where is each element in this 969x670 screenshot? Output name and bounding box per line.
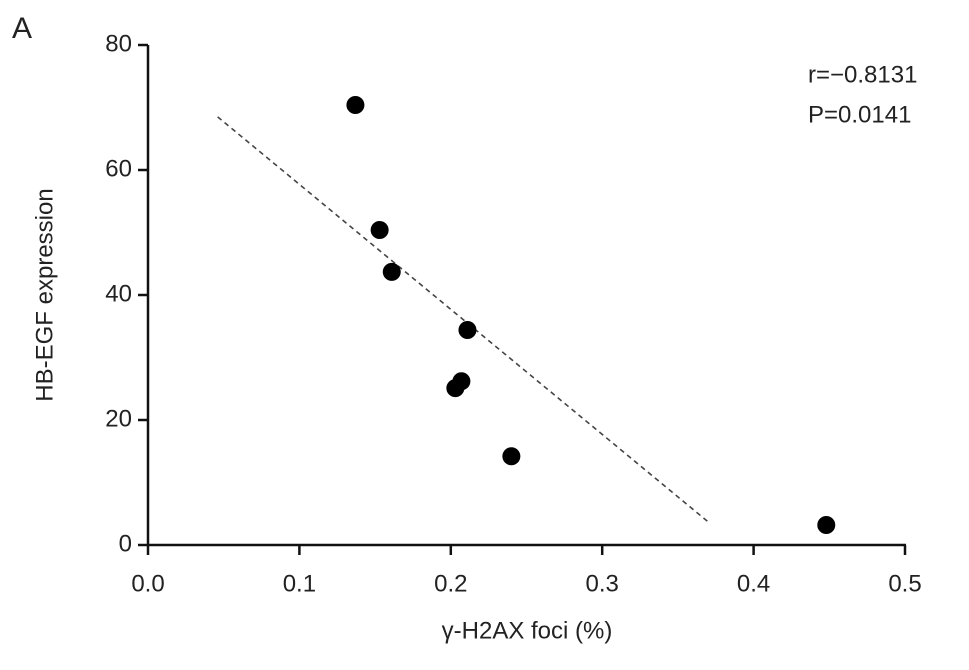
annotation: P=0.0141 [808,101,911,128]
point [817,516,836,534]
point [346,96,365,114]
y-tick-label: 80 [105,30,132,57]
point [502,447,521,466]
point [446,379,465,398]
y-axis-title: HB-EGF expression [31,188,58,401]
panel-label: A [12,12,32,45]
y-tick-label: 60 [105,155,132,182]
annotation: r=−0.8131 [808,61,917,88]
point [458,321,477,339]
x-tick-label: 0.1 [283,570,316,597]
y-tick-label: 20 [105,405,132,432]
y-tick-label: 40 [105,280,132,307]
trend-line [217,116,709,523]
x-axis-title: γ-H2AX foci (%) [442,617,613,644]
x-tick-label: 0.3 [586,570,619,597]
x-tick-label: 0.0 [131,570,164,597]
y-tick-label: 0 [119,530,132,557]
x-tick-label: 0.2 [434,570,467,597]
x-tick-label: 0.4 [737,570,770,597]
x-tick-label: 0.5 [888,570,921,597]
point [370,221,389,239]
point [382,262,401,281]
